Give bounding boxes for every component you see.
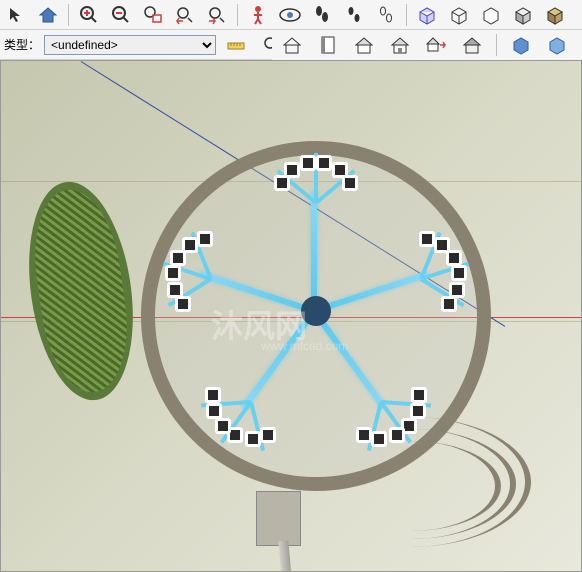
person-icon[interactable] <box>244 2 272 28</box>
ride-seat <box>206 403 222 419</box>
ride-seat <box>342 175 358 191</box>
ride-seat <box>441 296 457 312</box>
ride-seat <box>300 155 316 171</box>
ride-seat <box>389 427 405 443</box>
eye-icon[interactable] <box>276 2 304 28</box>
box-hidden-icon[interactable] <box>477 2 505 28</box>
footprints-icon[interactable] <box>340 2 368 28</box>
ride-seat <box>316 155 332 171</box>
ride-seat <box>411 387 427 403</box>
ride-seat <box>451 265 467 281</box>
ride-seat <box>165 265 181 281</box>
ride-seat <box>446 250 462 266</box>
footprints2-icon[interactable] <box>372 2 400 28</box>
ride-hub <box>301 296 331 326</box>
ride-seat <box>410 403 426 419</box>
ruler-icon[interactable] <box>222 32 250 58</box>
ride-arm <box>311 191 317 311</box>
ride-seat <box>284 162 300 178</box>
box-wire-icon[interactable] <box>445 2 473 28</box>
secondary-toolbar <box>272 30 582 60</box>
type-select[interactable]: <undefined> <box>44 35 216 55</box>
box-blue2-icon[interactable] <box>543 32 571 58</box>
steps <box>321 441 561 572</box>
ride-seat <box>356 427 372 443</box>
box-shaded-icon[interactable] <box>509 2 537 28</box>
box-icon[interactable] <box>413 2 441 28</box>
ride-seat <box>215 418 231 434</box>
separator <box>406 4 407 26</box>
box-blue1-icon[interactable] <box>507 32 535 58</box>
walk-icon[interactable] <box>308 2 336 28</box>
separator <box>237 4 238 26</box>
ride-seat <box>182 237 198 253</box>
house2-icon[interactable] <box>350 32 378 58</box>
ride-seat <box>175 296 191 312</box>
ride-seat <box>260 427 276 443</box>
select-tool-icon[interactable] <box>2 2 30 28</box>
ride-seat <box>419 231 435 247</box>
box-textured-icon[interactable] <box>541 2 569 28</box>
garden-bed <box>16 175 146 407</box>
zoom-prev-icon[interactable] <box>171 2 199 28</box>
ride-seat <box>205 387 221 403</box>
ride-seat <box>197 231 213 247</box>
zoom-in-icon[interactable] <box>75 2 103 28</box>
step <box>291 417 531 547</box>
zoom-out-icon[interactable] <box>107 2 135 28</box>
separator <box>68 4 69 26</box>
main-toolbar <box>0 0 582 30</box>
operator-booth <box>256 491 301 546</box>
ride-seat <box>167 282 183 298</box>
zoom-next-icon[interactable] <box>203 2 231 28</box>
ride-seat <box>371 431 387 447</box>
house1-icon[interactable] <box>278 32 306 58</box>
separator <box>496 34 497 56</box>
house3-icon[interactable] <box>386 32 414 58</box>
zoom-window-icon[interactable] <box>139 2 167 28</box>
house4-icon[interactable] <box>458 32 486 58</box>
house-arrow-icon[interactable] <box>422 32 450 58</box>
book-icon[interactable] <box>314 32 342 58</box>
home-icon[interactable] <box>34 2 62 28</box>
type-label: 类型： <box>4 36 40 53</box>
ride-seat <box>245 431 261 447</box>
3d-viewport[interactable]: 沐风网 www.mfcad.com <box>0 60 582 572</box>
